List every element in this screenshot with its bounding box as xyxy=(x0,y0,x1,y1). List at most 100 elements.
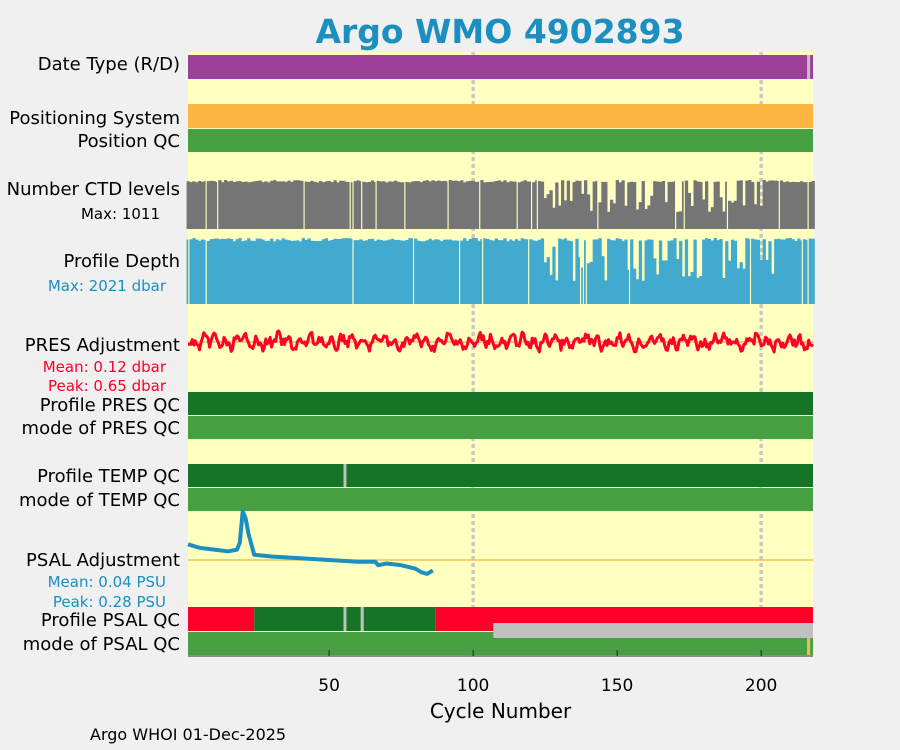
profile-depth-bar xyxy=(445,239,450,304)
profile-depth-bar xyxy=(670,240,674,304)
profile-depth-bar xyxy=(699,275,703,304)
ctd-levels-bar xyxy=(739,180,743,229)
ctd-levels-bar xyxy=(333,180,337,229)
profile-depth-bar xyxy=(742,268,746,304)
ctd-levels-bar xyxy=(440,181,444,229)
profile-depth-bar xyxy=(604,280,608,304)
profile-depth-bar xyxy=(319,240,323,304)
profile_psal_qc-segment xyxy=(343,607,347,631)
ctd-levels-bar xyxy=(224,180,228,229)
profile-depth-bar xyxy=(797,238,801,304)
ctd-levels-bar xyxy=(370,180,375,229)
ctd-levels-bar xyxy=(396,181,401,229)
date_type-label: Date Type (R/D) xyxy=(38,54,180,75)
ctd-levels-bar xyxy=(615,180,619,229)
ctd-levels-bar xyxy=(416,181,421,229)
profile-depth-bar xyxy=(776,238,781,304)
profile-depth-bar xyxy=(658,240,663,304)
ctd-levels-bar xyxy=(647,205,651,229)
profile-depth-bar xyxy=(569,241,573,304)
profile-depth-bar xyxy=(696,277,700,304)
ctd-levels-bar xyxy=(728,200,732,229)
ctd-levels-bar xyxy=(503,180,507,229)
profile-depth-bar xyxy=(316,241,320,304)
ctd-levels-bar xyxy=(198,181,202,229)
profile-depth-bar xyxy=(454,240,458,304)
ctd-levels-bar xyxy=(339,180,343,229)
mode_temp_qc-segment xyxy=(188,488,813,511)
ctd-levels-bar xyxy=(428,181,432,229)
profile-depth-bar xyxy=(440,241,444,304)
ctd-levels-bar xyxy=(670,181,674,229)
profile_temp_qc-segment xyxy=(346,464,813,487)
ctd-levels-bar xyxy=(679,211,683,229)
profile-depth-bar xyxy=(321,239,326,304)
profile_pres_qc-segment xyxy=(188,392,813,415)
ctd-levels-bar xyxy=(209,180,213,229)
profile-depth-bar xyxy=(506,241,510,304)
profile-depth-bar xyxy=(405,239,409,304)
profile-depth-bar xyxy=(442,239,447,304)
ctd-levels-bar xyxy=(218,180,222,229)
ctd-levels-bar xyxy=(500,181,504,229)
ctd-levels-bar xyxy=(535,180,537,229)
profile-depth-bar xyxy=(693,239,697,304)
profile-depth-bar xyxy=(362,240,366,304)
profile-depth-bar xyxy=(704,238,709,304)
profile-depth-bar xyxy=(601,256,605,304)
ctd-levels-bar xyxy=(555,182,559,229)
profile-depth-bar xyxy=(687,276,691,304)
ctd-levels-bar xyxy=(716,181,720,229)
ctd-levels-max: Max: 1011 xyxy=(81,205,160,223)
ctd-levels-bar xyxy=(215,182,218,229)
profile-depth-bar xyxy=(198,240,202,304)
profile-depth-bar xyxy=(267,240,271,304)
profile-depth-bar xyxy=(736,268,740,304)
profile-depth-bar xyxy=(200,239,205,304)
ctd-levels-bar xyxy=(226,181,231,229)
profile-depth-bar xyxy=(368,238,372,304)
ctd-levels-bar xyxy=(612,203,617,229)
profile-depth-bar xyxy=(581,267,583,304)
profile-depth-bar xyxy=(641,280,645,304)
mode_temp_qc-label: mode of TEMP QC xyxy=(19,490,180,511)
profile-depth-bar xyxy=(558,238,562,304)
profile-depth-bar xyxy=(751,238,755,304)
profile-depth-bar xyxy=(365,240,369,304)
profile-depth-bar xyxy=(203,239,206,304)
ctd-levels-bar xyxy=(229,180,234,229)
profile-depth-bar xyxy=(468,238,473,304)
profile-depth-bar xyxy=(226,238,231,304)
ctd-levels-bar xyxy=(759,205,763,229)
profile-depth-bar xyxy=(791,239,795,304)
profile-depth-bar xyxy=(313,241,317,304)
ctd-levels-bar xyxy=(653,181,657,229)
ctd-levels-bar xyxy=(474,181,478,229)
ctd-levels-bar xyxy=(293,180,297,229)
profile-depth-bar xyxy=(330,239,334,304)
profile-depth-bar xyxy=(425,240,429,304)
ctd-levels-bar xyxy=(788,182,792,229)
profile-depth-bar xyxy=(779,239,784,304)
profile-depth-bar xyxy=(800,240,802,304)
profile-depth-bar xyxy=(402,240,406,304)
profile-depth-bar xyxy=(494,238,499,304)
profile-depth-bar xyxy=(552,246,556,304)
profile-depth-bar xyxy=(218,239,222,304)
ctd-levels-bar xyxy=(704,181,709,229)
profile-depth-bar xyxy=(474,238,478,304)
ctd-levels-bar xyxy=(287,180,291,229)
profile-depth-bar xyxy=(575,238,579,304)
ctd-levels-bar xyxy=(353,181,357,229)
profile-depth-bar xyxy=(373,240,378,304)
plot-area xyxy=(188,52,813,656)
ctd-levels-bar xyxy=(782,182,787,229)
profile-depth-bar xyxy=(667,240,671,304)
pres-adjustment-peak: Peak: 0.65 dbar xyxy=(48,377,167,395)
ctd-levels-bar xyxy=(186,181,190,229)
ctd-levels-bar xyxy=(572,182,576,229)
ctd-levels-bar xyxy=(408,182,412,229)
ctd-levels-bar xyxy=(434,181,438,229)
ctd-levels-bar xyxy=(621,180,625,229)
profile-depth-bar xyxy=(673,238,677,304)
